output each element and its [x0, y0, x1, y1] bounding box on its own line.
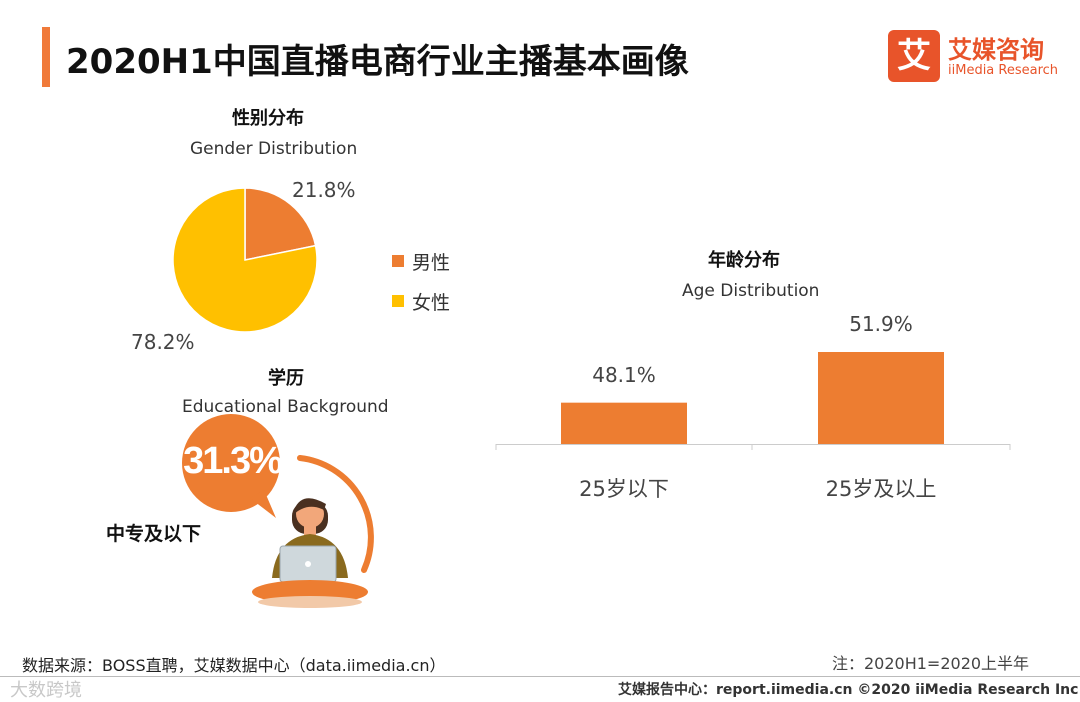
age-bar-chart — [495, 352, 1011, 450]
pie-slice-female — [172, 187, 318, 333]
bubble-tail — [250, 490, 276, 518]
person-icon — [252, 498, 368, 608]
age-title: 年龄分布 — [708, 250, 780, 271]
legend-swatch-female — [392, 295, 404, 307]
gender-legend: 男性 女性 — [392, 248, 450, 328]
logo-mark: 艾 — [888, 30, 940, 82]
bar-value-under-25: 48.1% — [592, 362, 656, 387]
data-source: 数据来源：BOSS直聘，艾媒数据中心（data.iimedia.cn） — [22, 656, 446, 675]
bar-category-25-plus: 25岁及以上 — [825, 477, 937, 501]
footer-copyright: 艾媒报告中心：report.iimedia.cn ©2020 iiMedia R… — [618, 682, 1079, 698]
percent-bubble — [182, 414, 280, 512]
gender-subtitle: Gender Distribution — [190, 139, 358, 159]
legend-swatch-male — [392, 255, 404, 267]
bar-value-25-plus: 51.9% — [849, 312, 913, 336]
education-percent: 31.3% — [183, 440, 283, 482]
legend-item-female: 女性 — [392, 288, 450, 314]
education-illustration — [182, 414, 374, 608]
legend-label-male: 男性 — [412, 251, 451, 274]
page-title: 2020H1中国直播电商行业主播基本画像 — [66, 42, 689, 82]
title-accent-bar — [42, 27, 50, 87]
bar-category-under-25: 25岁以下 — [579, 477, 669, 501]
gender-pie-chart — [172, 187, 318, 333]
pie-label-male: 21.8% — [292, 178, 356, 202]
footer-divider — [0, 676, 1080, 677]
logo-name-en: iiMedia Research — [948, 63, 1059, 78]
iimedia-logo: 艾 艾媒咨询 iiMedia Research — [888, 30, 1060, 82]
footnote: 注：2020H1=2020上半年 — [832, 654, 1030, 673]
bar-under-25 — [561, 402, 687, 444]
education-progress-arc — [297, 455, 374, 573]
education-subtitle: Educational Background — [182, 397, 389, 417]
gender-title: 性别分布 — [232, 108, 304, 129]
education-label: 中专及以下 — [106, 523, 202, 545]
pie-label-female: 78.2% — [131, 330, 195, 354]
legend-item-male: 男性 — [392, 248, 450, 274]
bar-25-plus — [818, 352, 944, 444]
education-title: 学历 — [268, 368, 304, 389]
legend-label-female: 女性 — [412, 291, 451, 314]
pie-slice-male — [244, 187, 317, 261]
age-subtitle: Age Distribution — [682, 281, 820, 301]
watermark: 大数跨境 — [10, 680, 82, 701]
logo-name-cn: 艾媒咨询 — [948, 36, 1044, 64]
